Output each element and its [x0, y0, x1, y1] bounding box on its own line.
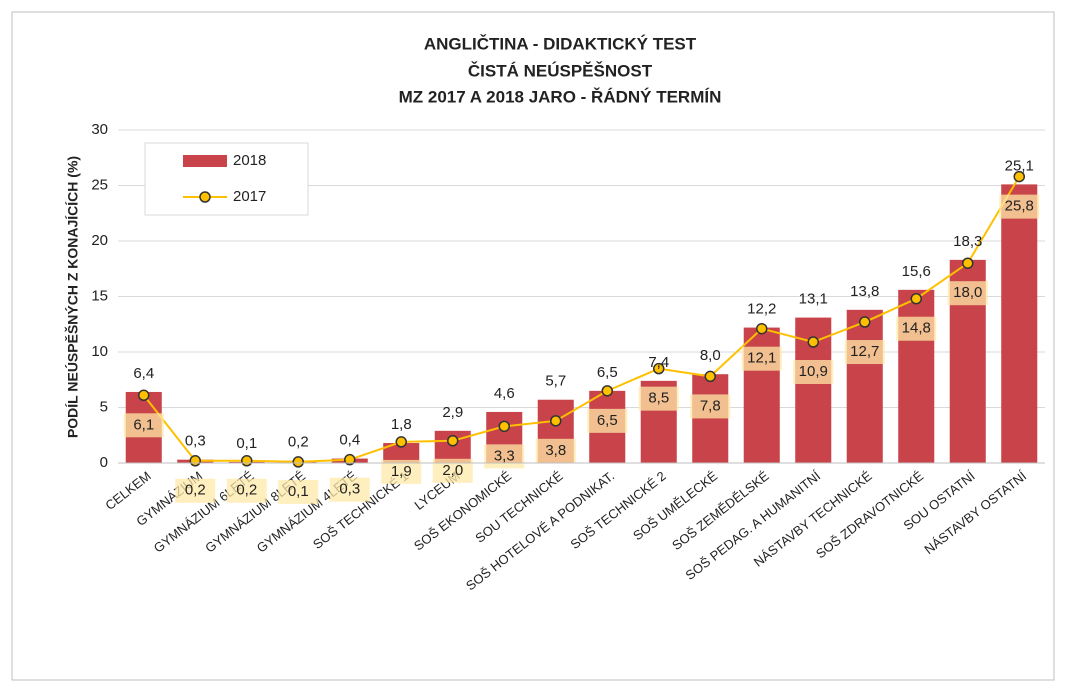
data-label-bg — [690, 394, 731, 419]
data-label-bg — [123, 413, 164, 438]
data-label: 7,8 — [700, 397, 721, 414]
data-label-bg — [638, 386, 679, 411]
data-label-bg — [535, 438, 576, 463]
marker — [910, 292, 922, 305]
marker — [550, 415, 562, 427]
data-label: 18,0 — [953, 284, 982, 301]
legend-swatch — [183, 155, 227, 167]
data-label: 0,3 — [185, 433, 206, 450]
data-label-bg — [844, 340, 885, 365]
legend-label: 2017 — [233, 188, 266, 205]
data-label: 5,7 — [545, 373, 566, 390]
data-label-bg — [741, 346, 782, 371]
y-tick-label: 20 — [91, 232, 108, 249]
line — [142, 176, 1021, 463]
bar — [846, 309, 883, 463]
marker — [859, 316, 871, 328]
data-label: 18,3 — [953, 233, 982, 250]
data-label-bg — [329, 477, 370, 502]
marker — [498, 420, 510, 433]
data-label: 12,7 — [850, 343, 879, 360]
y-tick-label: 25 — [91, 176, 108, 193]
data-label: 15,6 — [902, 263, 931, 280]
data-label: 7,4 — [648, 354, 669, 371]
data-label: 12,1 — [747, 350, 776, 367]
chart-subtitle: ČISTÁ NEÚSPĚŠNOST — [468, 61, 653, 80]
data-label: 1,9 — [391, 463, 412, 480]
y-tick-label: 5 — [100, 398, 108, 415]
data-label-bg — [226, 478, 267, 503]
marker — [395, 436, 407, 448]
legend-swatch — [199, 191, 211, 203]
data-label-bg — [793, 360, 834, 385]
data-label: 0,1 — [288, 483, 309, 500]
legend-box — [144, 142, 309, 216]
y-tick-label: 10 — [91, 343, 108, 360]
chart-title: ANGLIČTINA - DIDAKTICKÝ TEST — [424, 34, 697, 53]
bar — [692, 374, 729, 463]
marker — [756, 322, 768, 335]
data-label: 10,9 — [799, 363, 828, 380]
data-label-bg — [896, 316, 937, 341]
data-label: 0,4 — [339, 432, 360, 449]
data-label-bg — [484, 444, 525, 469]
data-label: 2,0 — [442, 462, 463, 479]
data-label: 8,5 — [648, 390, 669, 407]
data-label: 0,2 — [185, 482, 206, 499]
marker — [807, 336, 819, 348]
marker — [138, 389, 150, 402]
data-label-bg — [999, 194, 1040, 219]
data-label: 6,1 — [133, 416, 154, 433]
data-label: 3,8 — [545, 442, 566, 459]
data-label: 25,8 — [1005, 198, 1034, 215]
data-label: 0,1 — [236, 435, 257, 452]
marker — [189, 455, 201, 467]
data-label: 1,8 — [391, 416, 412, 433]
y-tick-label: 30 — [91, 121, 108, 138]
data-label: 2,9 — [442, 404, 463, 421]
data-label-bg — [175, 478, 216, 503]
data-label: 25,1 — [1005, 157, 1034, 174]
chart-subtitle: MZ 2017 A 2018 JARO - ŘÁDNÝ TERMÍN — [399, 87, 722, 106]
data-label: 0,2 — [288, 434, 309, 451]
bar — [1001, 184, 1038, 463]
marker — [1013, 170, 1025, 183]
marker — [447, 435, 459, 447]
data-label-bg — [947, 281, 988, 306]
data-label: 4,6 — [494, 385, 515, 402]
bar — [383, 443, 420, 463]
y-tick-label: 15 — [91, 287, 108, 304]
data-label-bg — [278, 479, 319, 504]
data-label: 8,0 — [700, 347, 721, 364]
bar — [898, 289, 935, 463]
data-label: 0,3 — [339, 481, 360, 498]
y-axis-title: PODÍL NEÚSPĚŠNÝCH Z KONAJÍCÍCH (%) — [64, 156, 81, 438]
data-label: 13,1 — [799, 291, 828, 308]
data-label: 0,2 — [236, 482, 257, 499]
data-label: 6,4 — [133, 365, 154, 382]
marker — [241, 455, 253, 467]
marker — [653, 362, 665, 375]
marker — [962, 257, 974, 269]
y-tick-label: 0 — [100, 454, 108, 471]
marker — [601, 385, 613, 397]
chart-frame — [11, 11, 1055, 681]
marker — [704, 370, 716, 383]
marker — [344, 453, 356, 466]
data-label-bg — [381, 459, 422, 484]
data-label: 13,8 — [850, 283, 879, 300]
data-label: 3,3 — [494, 447, 515, 464]
data-label: 12,2 — [747, 301, 776, 318]
legend-label: 2018 — [233, 152, 266, 169]
data-label: 14,8 — [902, 320, 931, 337]
data-label-bg — [587, 408, 628, 433]
marker — [292, 456, 304, 468]
data-label: 6,5 — [597, 412, 618, 429]
data-label: 6,5 — [597, 364, 618, 381]
